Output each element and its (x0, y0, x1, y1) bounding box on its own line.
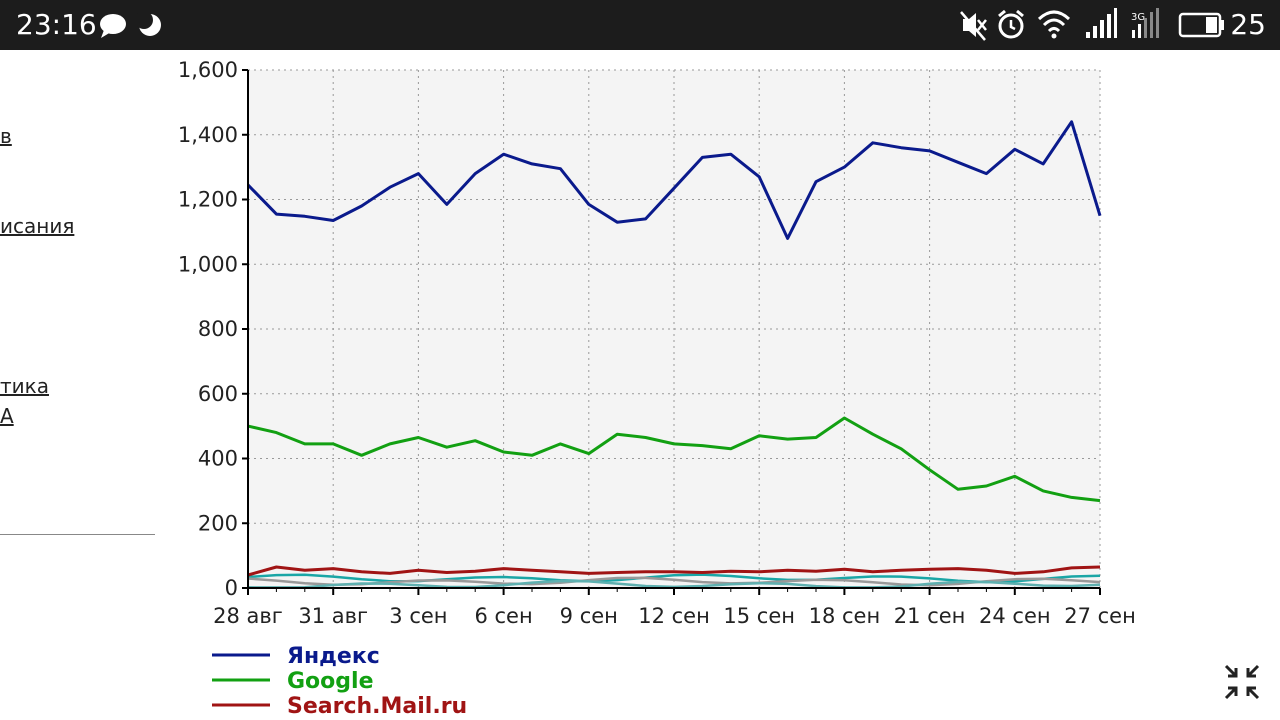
x-tick-label: 9 сен (560, 604, 618, 628)
minor-series (247, 573, 1101, 589)
y-tick-label: 400 (198, 447, 238, 471)
minor-series-line (247, 579, 1101, 589)
x-tick-label: 27 сен (1064, 604, 1136, 628)
x-tick-label: 31 авг (298, 604, 368, 628)
network-type-label: 3G (1131, 12, 1145, 23)
x-axis-ticks: 28 авг 31 авг 3 сен 6 сен 9 сен 12 сен 15 сен 1… (213, 588, 1136, 628)
signal-icon (1086, 8, 1117, 38)
x-tick-label: 3 сен (389, 604, 447, 628)
chat-bubble-icon (100, 14, 126, 38)
y-tick-label: 600 (198, 382, 238, 406)
x-tick-label: 12 сен (638, 604, 710, 628)
y-tick-label: 800 (198, 317, 238, 341)
sidebar-divider (0, 534, 155, 535)
battery-icon (1178, 12, 1224, 38)
x-tick-label: 28 авг (213, 604, 283, 628)
y-tick-label: 1,600 (178, 58, 238, 82)
y-axis-ticks: 0 200 400 600 800 1,000 1,200 1,400 1,600 (178, 58, 248, 600)
y-tick-label: 1,000 (178, 252, 238, 276)
signal-3g-icon: 3G (1131, 8, 1159, 38)
series-line (246, 120, 1102, 240)
series-lines (246, 120, 1102, 577)
y-tick-label: 0 (225, 576, 238, 600)
legend-label: Яндекс (287, 644, 380, 669)
legend-label: Google (287, 669, 374, 694)
line-chart: 0 200 400 600 800 1,000 1,200 1,400 1,600 28 авг… (178, 58, 1136, 719)
x-tick-label: 6 сен (474, 604, 532, 628)
x-tick-label: 15 сен (723, 604, 795, 628)
mute-icon (960, 11, 987, 41)
wifi-icon (1037, 10, 1071, 39)
series-line (247, 565, 1101, 577)
alarm-icon (998, 9, 1024, 39)
status-bar: 23:16 3G (0, 0, 1280, 50)
legend-label: Search.Mail.ru (287, 694, 467, 719)
minor-series-line (247, 576, 1101, 587)
grid (248, 69, 1101, 588)
sidebar-link-2[interactable]: исания (0, 214, 75, 238)
status-clock: 23:16 (16, 8, 97, 41)
x-tick-label: 21 сен (894, 604, 966, 628)
y-tick-label: 1,200 (178, 188, 238, 212)
collapse-arrows-icon[interactable] (1222, 662, 1262, 702)
moon-icon (136, 11, 161, 36)
sidebar-link-3[interactable]: тика (0, 374, 49, 398)
x-tick-label: 18 сен (809, 604, 881, 628)
battery-level: 25 (1230, 8, 1266, 41)
sidebar-link-1[interactable]: в (0, 124, 12, 148)
x-tick-label: 24 сен (979, 604, 1051, 628)
sidebar-link-4[interactable]: А (0, 404, 14, 428)
y-tick-label: 200 (198, 511, 238, 535)
y-tick-label: 1,400 (178, 123, 238, 147)
series-line (247, 416, 1101, 503)
